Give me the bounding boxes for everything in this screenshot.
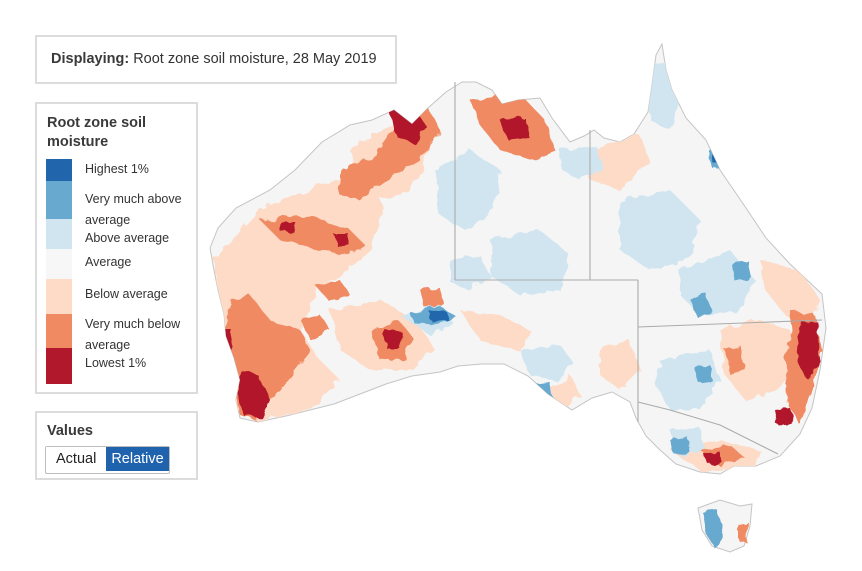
- legend-panel: Root zone soil moisture Highest 1% Very …: [35, 102, 198, 394]
- legend-swatch-lowest: [46, 348, 72, 384]
- legend-swatch-very-much-below: [46, 314, 72, 348]
- values-panel: Values Actual Relative: [35, 411, 198, 480]
- legend-label-very-much-below: Very much below average: [85, 317, 181, 352]
- legend-label-lowest: Lowest 1%: [85, 356, 147, 370]
- legend-title: Root zone soil moisture: [47, 115, 147, 150]
- legend-swatch-very-much-above: [46, 181, 72, 219]
- legend-swatch-above: [46, 219, 72, 249]
- legend-swatch-below: [46, 279, 72, 314]
- australia-soil-moisture-map[interactable]: [200, 30, 840, 560]
- mainland: [209, 42, 827, 475]
- legend-label-average: Average: [85, 255, 132, 269]
- displaying-panel: Displaying: Root zone soil moisture, 28 …: [35, 35, 397, 84]
- displaying-text: Root zone soil moisture, 28 May 2019: [133, 51, 377, 67]
- legend-swatch-highest: [46, 159, 72, 181]
- values-title: Values: [47, 423, 93, 439]
- tasmania: [697, 499, 753, 553]
- legend-label-below: Below average: [85, 287, 168, 301]
- actual-button[interactable]: Actual: [46, 447, 107, 471]
- relative-button[interactable]: Relative: [106, 447, 169, 471]
- legend-label-very-much-above: Very much above average: [85, 192, 182, 227]
- legend-label-above: Above average: [85, 231, 170, 245]
- displaying-prefix: Displaying:: [51, 51, 130, 67]
- legend-label-highest: Highest 1%: [85, 162, 149, 176]
- values-toggle: Actual Relative: [45, 446, 170, 474]
- legend-swatch-average: [46, 249, 72, 279]
